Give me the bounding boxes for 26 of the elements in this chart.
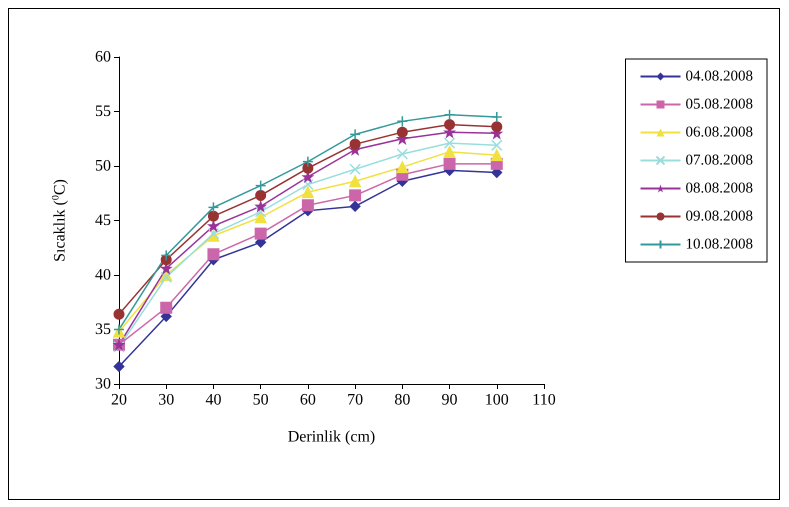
legend-label: 05.08.2008 <box>686 96 753 112</box>
x-tick-label: 90 <box>442 392 458 408</box>
y-tick-label: 40 <box>95 266 111 284</box>
x-tick-label: 70 <box>347 392 364 408</box>
legend-label: 10.08.2008 <box>686 236 753 252</box>
y-tick-label: 60 <box>95 48 111 66</box>
y-tick-label: 50 <box>95 158 111 174</box>
x-tick-label: 30 <box>158 392 174 408</box>
x-tick-label: 40 <box>205 392 222 408</box>
x-tick-label: 100 <box>484 392 509 408</box>
y-tick-label: 45 <box>95 212 111 229</box>
x-tick-label: 50 <box>252 392 269 408</box>
x-axis-title: Derinlik (cm) <box>288 428 376 446</box>
x-tick-label: 110 <box>532 392 556 408</box>
x-tick-label: 80 <box>394 392 410 408</box>
x-tick-label: 60 <box>300 392 316 408</box>
legend-label: 07.08.2008 <box>686 152 753 168</box>
legend-label: 04.08.2008 <box>686 68 753 84</box>
x-tick-label: 20 <box>111 392 127 408</box>
legend-label: 09.08.2008 <box>686 208 753 224</box>
legend-label: 06.08.2008 <box>686 124 753 140</box>
legend-label: 08.08.2008 <box>686 180 753 196</box>
y-tick-label: 35 <box>95 321 111 338</box>
y-axis-title: Sıcaklık (0C) <box>50 179 68 262</box>
y-tick-label: 55 <box>95 103 111 120</box>
y-tick-label: 30 <box>95 376 111 392</box>
